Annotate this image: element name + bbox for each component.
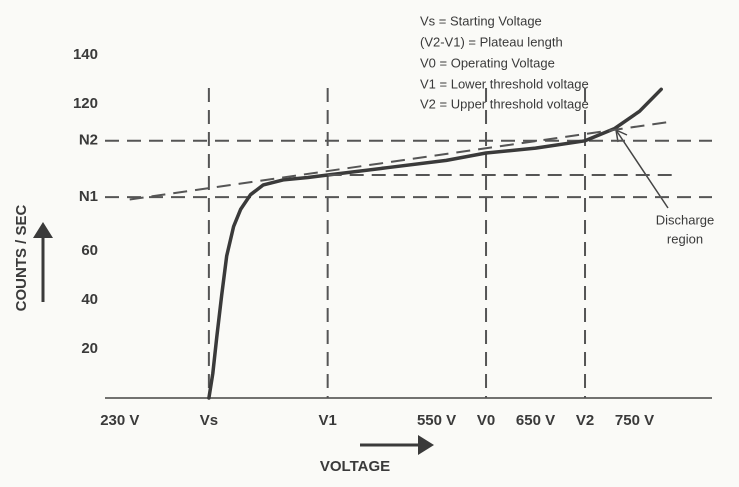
y-tick-label: 120	[73, 95, 98, 112]
dashed-line	[129, 120, 675, 201]
annotation: region	[667, 231, 703, 246]
x-axis-label: VOLTAGE	[320, 458, 390, 475]
x-marker-label: V0	[477, 412, 495, 429]
y-tick-label: 140	[73, 46, 98, 63]
y-axis-label: COUNTS / SEC	[13, 204, 30, 311]
x-arrowhead	[418, 435, 434, 455]
note: (V2-V1) = Plateau length	[420, 34, 563, 49]
note: V0 = Operating Voltage	[420, 55, 555, 70]
x-marker-label: V2	[576, 412, 594, 429]
y-marker-label: N1	[79, 188, 98, 205]
x-tick-label: 650 V	[516, 412, 555, 429]
note: Vs = Starting Voltage	[420, 13, 542, 28]
annotation-arrow	[615, 129, 669, 209]
note: V2 = Upper threshold voltage	[420, 96, 589, 111]
x-tick-label: 230 V	[100, 412, 139, 429]
y-arrowhead	[33, 222, 53, 238]
x-tick-label: 550 V	[417, 412, 456, 429]
y-tick-label: 40	[81, 291, 98, 308]
y-marker-label: N2	[79, 132, 98, 149]
y-tick-label: 60	[81, 242, 98, 259]
x-marker-label: V1	[318, 412, 336, 429]
y-tick-label: 20	[81, 340, 98, 357]
note: V1 = Lower threshold voltage	[420, 76, 589, 91]
x-marker-label: Vs	[200, 412, 218, 429]
x-tick-label: 750 V	[615, 412, 654, 429]
annotation: Discharge	[656, 212, 715, 227]
curve	[207, 87, 663, 400]
